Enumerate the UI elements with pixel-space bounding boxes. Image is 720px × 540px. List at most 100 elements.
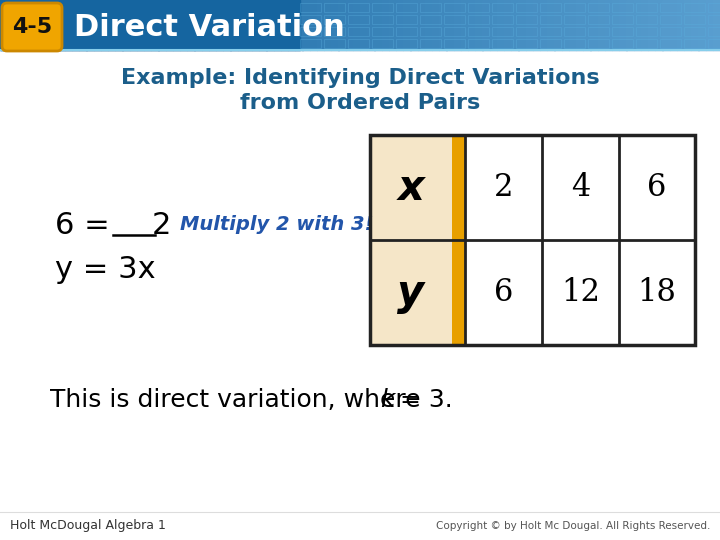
Bar <box>698 0 706 50</box>
Bar <box>410 0 418 50</box>
Bar <box>708 27 720 36</box>
Bar <box>708 3 720 12</box>
Text: Copyright © by Holt Mc Dougal. All Rights Reserved.: Copyright © by Holt Mc Dougal. All Right… <box>436 521 710 531</box>
Bar <box>482 0 490 50</box>
Bar <box>468 39 489 48</box>
Bar <box>79 0 86 50</box>
Text: 6 =: 6 = <box>55 211 120 240</box>
Bar <box>516 27 537 36</box>
Bar <box>439 0 446 50</box>
Bar <box>598 0 605 50</box>
Bar <box>590 0 598 50</box>
Bar <box>348 15 369 24</box>
Bar <box>389 0 396 50</box>
Bar <box>29 0 36 50</box>
Bar <box>468 27 489 36</box>
Text: 4-5: 4-5 <box>12 17 52 37</box>
Text: Multiply 2 with 3!: Multiply 2 with 3! <box>180 215 374 234</box>
Bar <box>418 0 425 50</box>
Bar <box>516 3 537 12</box>
FancyBboxPatch shape <box>2 3 62 51</box>
Bar <box>0 0 300 50</box>
Bar <box>468 0 475 50</box>
Bar <box>187 0 194 50</box>
Bar <box>564 3 585 12</box>
Bar <box>324 39 345 48</box>
Bar <box>583 0 590 50</box>
Bar <box>713 0 720 50</box>
Bar <box>444 27 465 36</box>
Bar <box>655 0 662 50</box>
Text: y = 3x: y = 3x <box>55 255 156 285</box>
Bar <box>281 0 288 50</box>
Bar <box>396 3 417 12</box>
Bar <box>101 0 108 50</box>
Bar <box>0 0 7 50</box>
Bar <box>252 0 259 50</box>
Text: from Ordered Pairs: from Ordered Pairs <box>240 93 480 113</box>
Bar <box>425 0 432 50</box>
Bar <box>468 3 489 12</box>
Bar <box>588 27 609 36</box>
Bar <box>444 39 465 48</box>
Bar <box>360 0 367 50</box>
Text: 18: 18 <box>638 277 676 308</box>
Bar <box>662 0 670 50</box>
Text: 6: 6 <box>647 172 667 203</box>
Bar <box>216 0 223 50</box>
Bar <box>115 0 122 50</box>
Bar <box>648 0 655 50</box>
Bar <box>86 0 94 50</box>
Bar <box>588 3 609 12</box>
Bar <box>516 15 537 24</box>
Text: 6: 6 <box>494 277 513 308</box>
Bar <box>612 0 619 50</box>
Bar <box>396 0 403 50</box>
Bar <box>540 27 561 36</box>
Text: This is direct variation, where: This is direct variation, where <box>50 388 428 412</box>
Bar <box>43 0 50 50</box>
Text: 2: 2 <box>152 211 171 240</box>
Text: x: x <box>397 166 424 208</box>
Bar <box>564 39 585 48</box>
Bar <box>194 0 202 50</box>
Bar <box>372 27 393 36</box>
Bar <box>588 39 609 48</box>
Bar <box>348 27 369 36</box>
Bar <box>158 0 166 50</box>
Bar <box>396 39 417 48</box>
Bar <box>691 0 698 50</box>
Bar <box>612 15 633 24</box>
Bar <box>374 0 382 50</box>
Bar <box>605 0 612 50</box>
Bar <box>636 15 657 24</box>
Bar <box>444 15 465 24</box>
Bar <box>540 3 561 12</box>
Bar <box>588 15 609 24</box>
Bar <box>370 135 695 345</box>
Bar <box>526 0 533 50</box>
Bar <box>144 0 151 50</box>
Bar <box>504 0 511 50</box>
Bar <box>497 0 504 50</box>
Bar <box>708 15 720 24</box>
Bar <box>708 39 720 48</box>
Bar <box>348 39 369 48</box>
Bar <box>50 0 58 50</box>
Bar <box>684 0 691 50</box>
Text: k: k <box>380 388 395 412</box>
Bar <box>348 3 369 12</box>
Bar <box>564 15 585 24</box>
Bar <box>14 0 22 50</box>
Bar <box>202 0 209 50</box>
Bar <box>259 0 266 50</box>
Bar <box>130 0 137 50</box>
Bar <box>569 0 576 50</box>
Bar <box>554 0 562 50</box>
Bar <box>612 39 633 48</box>
Bar <box>0 512 720 540</box>
Bar <box>452 135 465 345</box>
Bar <box>420 39 441 48</box>
Bar <box>636 27 657 36</box>
Text: Direct Variation: Direct Variation <box>74 12 345 42</box>
